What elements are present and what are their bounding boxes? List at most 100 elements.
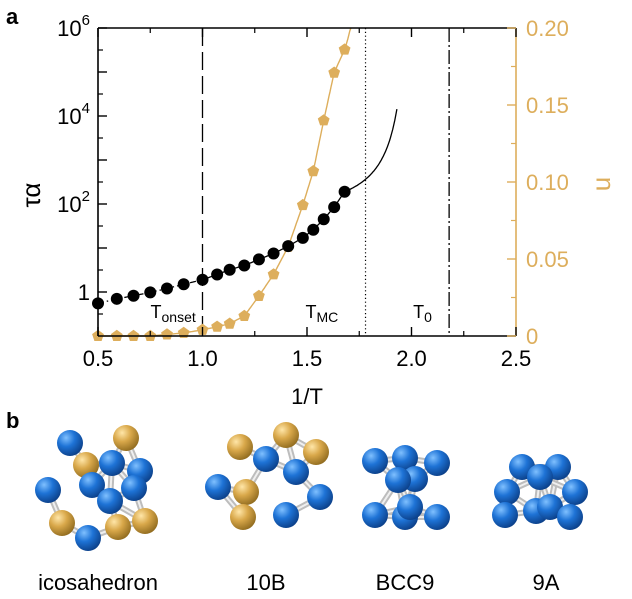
tau-point	[160, 282, 173, 295]
u-point	[177, 326, 190, 338]
blue-atom	[283, 459, 309, 485]
blue-atom	[562, 479, 588, 505]
y-right-tick-label: 0.15	[526, 93, 569, 118]
tau-point	[317, 213, 330, 226]
x-tick-label: 1.5	[292, 346, 323, 371]
tau-point	[127, 289, 140, 302]
y-right-tick-label: 0.20	[526, 16, 569, 41]
y-left-tick-label: 104	[57, 100, 90, 129]
tau-point	[328, 201, 341, 214]
blue-atom	[205, 474, 231, 500]
temperature-label-onset: Tonset	[151, 302, 196, 325]
icosahedron-cluster-icon	[35, 425, 158, 551]
x-tick-label: 2.0	[396, 346, 427, 371]
fit-curve-right-2	[98, 27, 352, 337]
blue-atom	[75, 525, 101, 551]
blue-atom	[362, 448, 388, 474]
x-tick-label: 0.5	[83, 346, 114, 371]
gold-atom	[230, 504, 256, 530]
blue-atom	[424, 504, 450, 530]
blue-atom	[494, 479, 520, 505]
gold-atom	[303, 439, 329, 465]
chart-text: Tonset TMC T0 0.5 1.0 1.5 2.0 2.5 1 102 104 106 0 0.0…	[16, 12, 616, 409]
tau-point	[296, 231, 309, 244]
tau-point	[211, 268, 224, 281]
u-point	[338, 43, 351, 55]
fit-curve-left-1	[202, 108, 398, 281]
y-right-tick-label: 0.05	[526, 247, 569, 272]
u-point	[161, 328, 173, 340]
blue-atom	[253, 446, 279, 472]
blue-atom	[537, 494, 563, 520]
blue-atom	[385, 467, 411, 493]
u-point	[328, 66, 341, 78]
blue-atom	[527, 464, 553, 490]
panel-b-label: b	[6, 408, 19, 433]
y-left-tick-label: 102	[57, 188, 90, 217]
tau-point	[307, 223, 320, 236]
blue-atom	[492, 502, 518, 528]
x-tick-label: 1.0	[187, 346, 218, 371]
u-point	[253, 289, 265, 301]
gold-atom	[113, 425, 139, 451]
blue-atom	[307, 484, 333, 510]
blue-atom	[57, 430, 83, 456]
tau-point	[177, 278, 190, 291]
gold-atom	[227, 434, 253, 460]
y-left-tick-label: 106	[57, 12, 90, 41]
temperature-label-mc: TMC	[306, 302, 339, 325]
x-axis-title: 1/T	[291, 384, 323, 409]
tau-point	[338, 185, 351, 198]
blue-atom	[392, 445, 418, 471]
u-point	[211, 320, 223, 332]
blue-atom	[79, 472, 105, 498]
tau-point	[252, 253, 265, 266]
temperature-label-0: T0	[413, 302, 432, 325]
chart-marks	[92, 43, 351, 341]
y-left-tick-label: 1	[78, 280, 90, 305]
y-left-axis-title: τα	[16, 183, 46, 208]
u-point	[307, 165, 320, 177]
u-point	[296, 198, 309, 211]
u-point	[238, 309, 251, 321]
tau-point	[267, 247, 280, 260]
gold-atom	[49, 510, 75, 536]
cluster-label-10b: 10B	[246, 570, 285, 595]
10b-cluster-icon	[205, 422, 333, 530]
y-right-axis-title: u	[586, 177, 616, 191]
u-point	[317, 114, 330, 126]
y-right-tick-label: 0.10	[526, 170, 569, 195]
9a-cluster-icon	[492, 454, 588, 530]
blue-atom	[35, 477, 61, 503]
x-tick-label: 2.5	[501, 346, 532, 371]
chart-axes	[97, 27, 517, 337]
blue-atom	[362, 502, 388, 528]
blue-atom	[273, 502, 299, 528]
gold-atom	[132, 508, 158, 534]
gold-atom	[73, 452, 99, 478]
gold-atom	[105, 514, 131, 540]
blue-atom	[424, 450, 450, 476]
u-point	[223, 317, 236, 329]
tau-point	[238, 259, 251, 272]
tau-point	[144, 286, 157, 299]
blue-atom	[557, 504, 583, 530]
u-point	[267, 268, 280, 280]
bcc9-cluster-icon	[362, 445, 450, 530]
tau-point	[223, 263, 236, 276]
cluster-label-icosahedron: icosahedron	[38, 570, 158, 595]
cluster-label-9a: 9A	[533, 570, 560, 595]
gold-atom	[273, 422, 299, 448]
tau-point	[282, 240, 295, 253]
y-right-tick-label: 0	[526, 324, 538, 349]
blue-atom	[99, 450, 125, 476]
blue-atom	[97, 488, 123, 514]
gold-atom	[233, 479, 259, 505]
blue-atom	[397, 494, 423, 520]
blue-atom	[121, 475, 147, 501]
tau-point	[110, 292, 123, 305]
cluster-row: icosahedron 10B BCC9 9A	[35, 422, 588, 595]
tau-point	[196, 273, 209, 286]
cluster-label-bcc9: BCC9	[376, 570, 435, 595]
